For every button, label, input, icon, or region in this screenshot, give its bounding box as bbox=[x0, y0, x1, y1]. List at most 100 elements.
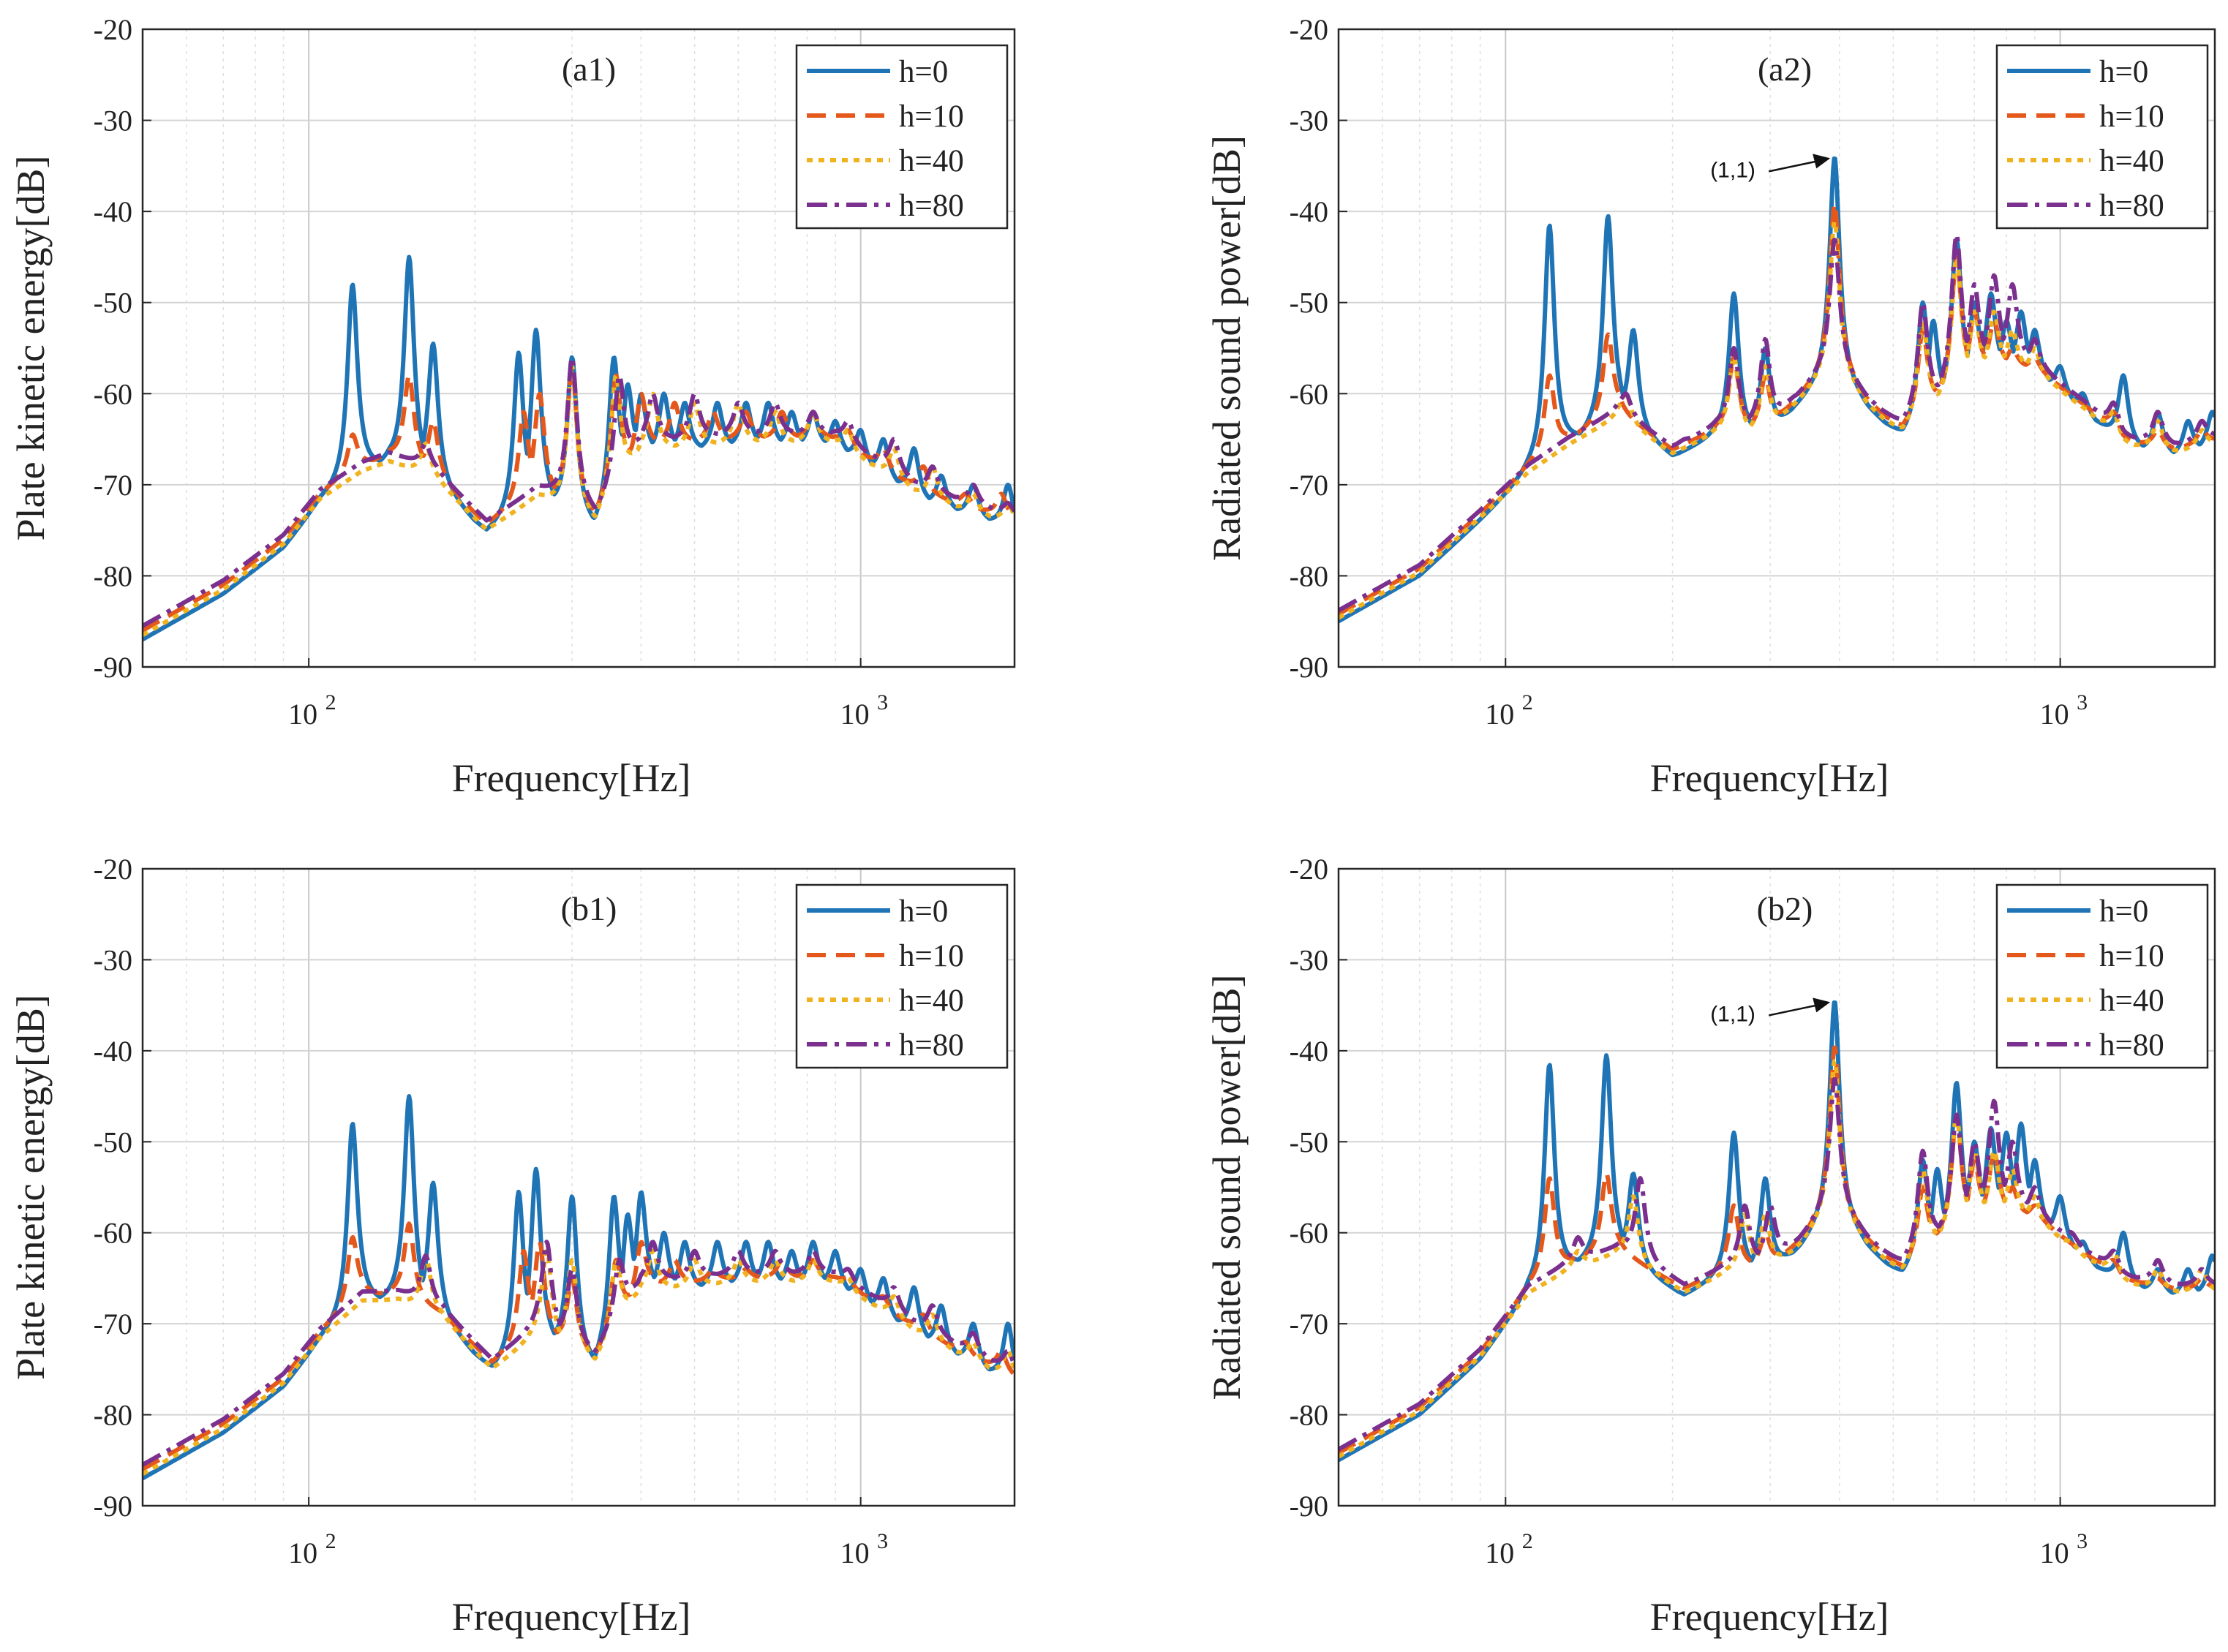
legend-label: h=10 bbox=[899, 99, 964, 134]
y-tick-label: -80 bbox=[1290, 559, 1328, 592]
series-line-h80 bbox=[1339, 1076, 2215, 1452]
series-line-h40 bbox=[1339, 1059, 2215, 1459]
x-tick-label: 10 bbox=[1485, 1536, 1514, 1569]
series-line-h10 bbox=[143, 1221, 1015, 1471]
legend-label: h=10 bbox=[899, 939, 964, 973]
mode-annotation: (1,1) bbox=[1710, 158, 1755, 182]
y-tick-label: -40 bbox=[94, 195, 132, 228]
y-tick-label: -90 bbox=[94, 1490, 132, 1523]
y-tick-label: -30 bbox=[94, 943, 132, 976]
y-tick-label: -70 bbox=[94, 469, 132, 502]
panel-b2: -20 -30 -40 -50 -60 -70 -80 -90 10 2 10 3 Frequency[… bbox=[1205, 853, 2216, 1639]
x-tick-label: 10 bbox=[288, 698, 317, 731]
legend-label: h=80 bbox=[2099, 1028, 2164, 1063]
legend-label: h=0 bbox=[2099, 55, 2148, 89]
legend: h=0 h=10 h=40 h=80 bbox=[1995, 883, 2209, 1069]
series-line-h80 bbox=[143, 1240, 1015, 1467]
y-tick-label: -70 bbox=[1290, 469, 1328, 502]
x-axis-label: Frequency[Hz] bbox=[452, 1595, 691, 1639]
x-tick-exponent: 3 bbox=[2077, 1529, 2088, 1553]
y-tick-label: -20 bbox=[1290, 13, 1328, 46]
series-line-h0 bbox=[143, 1094, 1015, 1481]
y-tick-label: -50 bbox=[1290, 1125, 1328, 1158]
legend-label: h=80 bbox=[899, 189, 964, 223]
mode-annotation: (1,1) bbox=[1710, 1002, 1755, 1026]
y-tick-label: -80 bbox=[1290, 1399, 1328, 1432]
x-tick-label: 10 bbox=[840, 698, 870, 731]
x-tick-label: 10 bbox=[2040, 698, 2069, 731]
x-tick-exponent: 2 bbox=[325, 1529, 336, 1553]
legend: h=0 h=10 h=40 h=80 bbox=[1995, 44, 2209, 230]
annotation-arrowhead bbox=[1813, 997, 1831, 1013]
y-tick-label: -40 bbox=[94, 1035, 132, 1068]
x-tick-exponent: 2 bbox=[1522, 690, 1533, 714]
legend: h=0 h=10 h=40 h=80 bbox=[795, 44, 1009, 230]
y-axis-label: Radiated sound power[dB] bbox=[1205, 135, 1249, 561]
y-tick-label: -60 bbox=[94, 377, 132, 410]
y-tick-label: -70 bbox=[1290, 1308, 1328, 1340]
y-tick-label: -20 bbox=[1290, 853, 1328, 886]
panel-label: (b1) bbox=[561, 890, 617, 927]
y-tick-label: -50 bbox=[1290, 287, 1328, 320]
x-axis-label: Frequency[Hz] bbox=[1650, 756, 1889, 800]
annotation-arrowhead bbox=[1813, 154, 1831, 169]
panel-label: (a1) bbox=[562, 50, 616, 88]
series-line-h40 bbox=[1339, 219, 2215, 620]
axes-frame bbox=[1337, 867, 2216, 1507]
panel-a1: -20 -30 -40 -50 -60 -70 -80 -90 10 2 10 3 Frequency[… bbox=[9, 13, 1016, 800]
legend: h=0 h=10 h=40 h=80 bbox=[795, 883, 1009, 1069]
y-tick-label: -20 bbox=[94, 853, 132, 886]
panel-label: (a2) bbox=[1758, 50, 1812, 88]
legend-box bbox=[795, 883, 1009, 1069]
y-axis-label: Plate kinetic energy[dB] bbox=[9, 156, 53, 541]
series-line-h10 bbox=[1339, 201, 2215, 616]
legend-box bbox=[1995, 44, 2209, 230]
legend-label: h=80 bbox=[899, 1028, 964, 1063]
x-axis-label: Frequency[Hz] bbox=[1650, 1595, 1889, 1639]
panel-b1: -20 -30 -40 -50 -60 -70 -80 -90 10 2 10 3 Frequency[… bbox=[9, 853, 1016, 1639]
legend-box bbox=[1995, 883, 2209, 1069]
legend-label: h=40 bbox=[899, 144, 964, 178]
y-tick-label: -60 bbox=[94, 1217, 132, 1250]
x-tick-exponent: 3 bbox=[2077, 690, 2088, 714]
y-tick-label: -60 bbox=[1290, 377, 1328, 410]
y-tick-label: -80 bbox=[94, 559, 132, 592]
legend-label: h=10 bbox=[2099, 99, 2164, 134]
x-tick-label: 10 bbox=[288, 1536, 317, 1569]
x-tick-exponent: 2 bbox=[325, 690, 336, 714]
panel-a2: -20 -30 -40 -50 -60 -70 -80 -90 10 2 10 3 Frequency[… bbox=[1205, 13, 2216, 800]
y-tick-label: -30 bbox=[1290, 943, 1328, 976]
legend-label: h=40 bbox=[899, 984, 964, 1018]
legend-box bbox=[795, 44, 1009, 230]
y-axis-label: Radiated sound power[dB] bbox=[1205, 975, 1249, 1400]
y-tick-label: -20 bbox=[94, 13, 132, 46]
legend-label: h=0 bbox=[899, 894, 948, 929]
x-axis-label: Frequency[Hz] bbox=[452, 756, 691, 800]
y-tick-label: -40 bbox=[1290, 195, 1328, 228]
y-tick-label: -50 bbox=[94, 287, 132, 320]
x-tick-exponent: 3 bbox=[877, 690, 888, 714]
y-tick-label: -70 bbox=[94, 1308, 132, 1340]
legend-label: h=0 bbox=[2099, 894, 2148, 929]
legend-label: h=40 bbox=[2099, 144, 2164, 178]
y-tick-label: -80 bbox=[94, 1399, 132, 1432]
series-line-h80 bbox=[143, 355, 1015, 628]
legend-label: h=10 bbox=[2099, 939, 2164, 973]
y-tick-label: -50 bbox=[94, 1125, 132, 1158]
y-tick-label: -90 bbox=[1290, 651, 1328, 684]
y-tick-label: -90 bbox=[94, 651, 132, 684]
axes-frame bbox=[1337, 28, 2216, 668]
axes-frame bbox=[141, 28, 1016, 668]
x-tick-exponent: 3 bbox=[877, 1529, 888, 1553]
y-tick-label: -30 bbox=[1290, 105, 1328, 137]
x-tick-label: 10 bbox=[1485, 698, 1514, 731]
legend-label: h=80 bbox=[2099, 189, 2164, 223]
legend-label: h=0 bbox=[899, 55, 948, 89]
x-tick-label: 10 bbox=[2040, 1536, 2069, 1569]
y-tick-label: -90 bbox=[1290, 1490, 1328, 1523]
x-tick-exponent: 2 bbox=[1522, 1529, 1533, 1553]
y-axis-label: Plate kinetic energy[dB] bbox=[9, 995, 53, 1380]
y-tick-label: -30 bbox=[94, 105, 132, 137]
x-tick-label: 10 bbox=[840, 1536, 870, 1569]
